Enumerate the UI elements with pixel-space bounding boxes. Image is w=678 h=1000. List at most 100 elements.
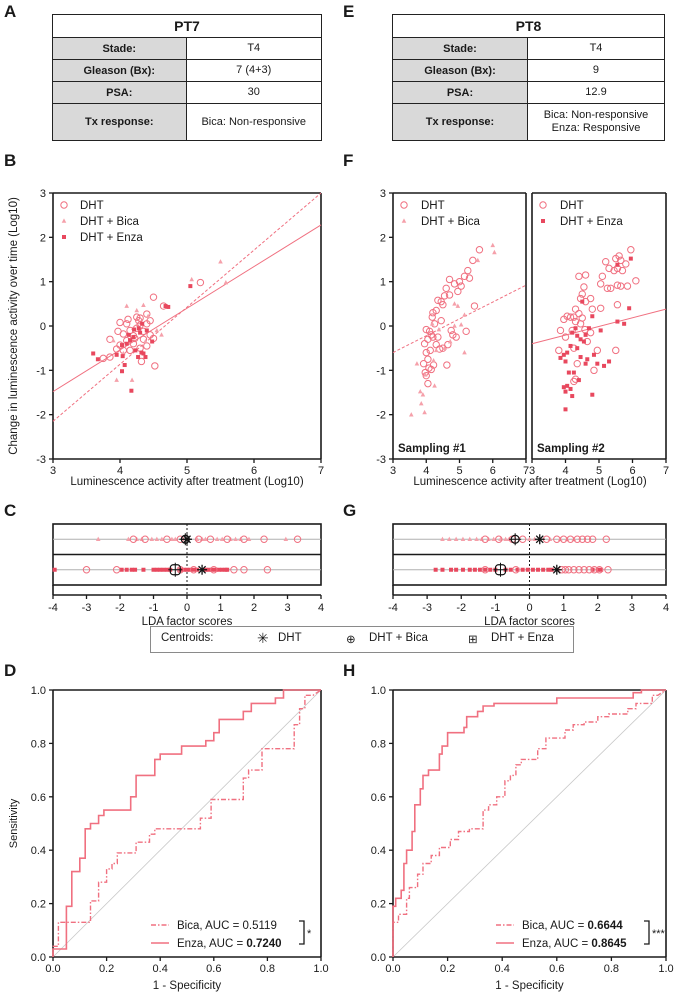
data-point (596, 280, 605, 288)
data-point (578, 355, 583, 360)
data-point (571, 305, 580, 313)
data-point (214, 536, 220, 542)
data-point (632, 277, 640, 285)
data-point (575, 346, 580, 351)
data-point (427, 331, 435, 339)
x-tick-label: 1.0 (658, 963, 673, 975)
data-point (570, 394, 575, 399)
data-point (613, 301, 622, 309)
data-point (95, 357, 100, 362)
data-point (424, 355, 432, 363)
x-tick-label: 6 (490, 465, 496, 477)
diagonal-reference-line (392, 689, 667, 958)
data-point (602, 258, 610, 266)
data-point (116, 318, 124, 327)
data-point (163, 535, 171, 543)
data-point (129, 388, 134, 393)
y-tick-label: 0.2 (31, 899, 46, 911)
data-point (196, 278, 205, 287)
asterisk-stroke (198, 565, 207, 574)
x-tick-label: 4 (663, 602, 669, 614)
data-point (442, 284, 450, 293)
data-point (628, 256, 633, 261)
y-tick-label: 0.6 (371, 792, 386, 804)
data-point (488, 567, 493, 572)
data-point (465, 274, 474, 282)
data-point (615, 262, 620, 267)
table-row: Tx response: Bica: Non-responsive Enza: R… (392, 103, 666, 141)
data-point (131, 335, 136, 340)
data-point (478, 567, 483, 572)
data-point (583, 535, 592, 543)
panel-letter-c: C (4, 501, 17, 520)
data-point (558, 355, 563, 360)
y-tick-label: 0.6 (31, 792, 46, 804)
x-tick-label: 0.0 (385, 963, 400, 975)
legend-label: DHT + Enza (80, 232, 143, 244)
x-tick-label: 0.4 (495, 963, 510, 975)
data-point (475, 246, 484, 254)
data-point (122, 363, 127, 368)
y-tick-label: 1.0 (31, 685, 46, 697)
data-point (135, 316, 143, 325)
data-point (136, 326, 141, 331)
x-axis-title: Luminescence activity after treatment (L… (70, 476, 303, 488)
y-axis-title: Sensitivity (8, 798, 20, 848)
data-point (119, 330, 128, 338)
data-point (132, 327, 137, 332)
significance-marker: * (307, 928, 312, 940)
y-tick-label: 2 (380, 232, 386, 244)
panel-letter-a: A (4, 2, 17, 21)
data-point (429, 321, 435, 326)
x-tick-label: 6 (629, 465, 635, 477)
data-point (114, 352, 119, 357)
y-tick-label: -2 (376, 410, 386, 422)
fit-line (52, 192, 322, 422)
legend-marker (60, 201, 68, 209)
data-point (458, 322, 464, 327)
y-tick-label: 0 (380, 321, 386, 333)
data-point (99, 354, 107, 363)
data-point (123, 320, 131, 328)
data-point (220, 567, 225, 572)
data-point (541, 567, 546, 572)
data-point (444, 340, 452, 349)
x-tick-label: -1 (490, 602, 500, 614)
data-point (449, 567, 454, 572)
panel-letter-d: D (4, 661, 17, 680)
data-point (141, 351, 146, 356)
data-point (145, 313, 151, 319)
data-point (563, 389, 568, 394)
data-point (563, 312, 571, 320)
data-point (474, 536, 479, 542)
data-point (604, 566, 612, 574)
data-point (136, 344, 144, 352)
data-point (442, 345, 447, 350)
y-tick-label: 1 (380, 277, 386, 289)
data-point (568, 343, 573, 348)
data-point (230, 566, 238, 574)
x-tick-label: 0.2 (440, 963, 455, 975)
auc-label: Enza, AUC = (177, 938, 246, 950)
data-point (120, 369, 125, 374)
table-row: PSA: 12.9 (392, 81, 666, 104)
centroid-asterisk (534, 534, 545, 545)
data-point (615, 319, 620, 324)
significance-bracket (299, 920, 305, 945)
data-point (447, 536, 452, 542)
legend-marker (61, 218, 67, 223)
data-point (565, 350, 570, 355)
data-point (422, 371, 430, 380)
legend-label: DHT (80, 200, 104, 212)
data-point (293, 535, 302, 543)
significance-marker: *** (652, 928, 666, 940)
data-point (455, 303, 461, 308)
data-point (460, 567, 465, 572)
data-point (462, 350, 467, 355)
x-tick-label: -3 (422, 602, 432, 614)
data-point (428, 313, 436, 321)
auc-value: 0.8645 (591, 938, 627, 950)
x-tick-label: 6 (251, 465, 257, 477)
y-tick-label: 3 (380, 188, 386, 200)
x-tick-label: 2 (251, 602, 257, 614)
